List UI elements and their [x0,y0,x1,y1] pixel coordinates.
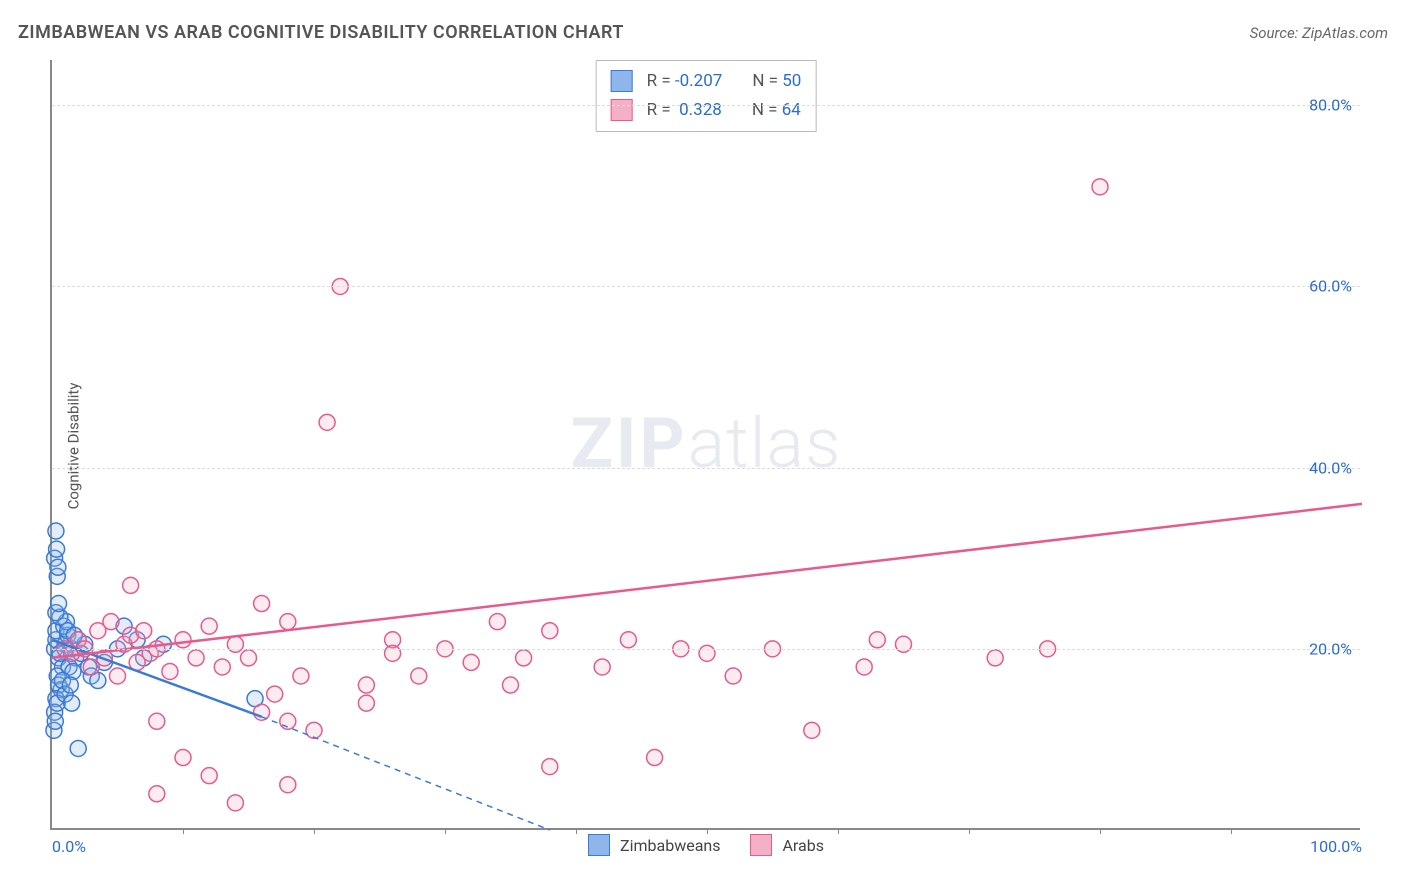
gridline-h [52,286,1360,287]
source-prefix: Source: [1250,24,1302,42]
chart-header: ZIMBABWEAN VS ARAB COGNITIVE DISABILITY … [18,22,1388,43]
scatter-point [227,636,243,652]
scatter-point [201,768,217,784]
regression-line-1 [52,504,1362,658]
scatter-point [319,414,335,430]
scatter-point [103,614,119,630]
xtick [576,828,577,834]
scatter-point [201,618,217,634]
scatter-point [542,623,558,639]
xtick [183,828,184,834]
scatter-point [856,659,872,675]
scatter-point [1092,179,1108,195]
scatter-point [463,654,479,670]
scatter-point [227,795,243,811]
scatter-point [293,668,309,684]
gridline-h [52,649,1360,650]
scatter-point [64,695,80,711]
xtick [707,828,708,834]
gridline-h [52,105,1360,106]
scatter-point [50,559,66,575]
legend-row-1: R = 0.328 N = 64 [611,96,802,125]
scatter-point [241,650,257,666]
scatter-point [699,645,715,661]
scatter-point [987,650,1003,666]
scatter-point [869,632,885,648]
scatter-point [358,695,374,711]
legend-bottom-item-1: Arabs [750,834,824,856]
legend-bottom-item-0: Zimbabweans [588,834,720,856]
scatter-point [188,650,204,666]
regression-line-0-dash [262,717,550,830]
scatter-point [896,636,912,652]
scatter-point [516,650,532,666]
scatter-point [123,577,139,593]
plot-area: ZIPatlas R = -0.207 N = 50 R = 0.328 N =… [50,60,1360,830]
scatter-point [280,713,296,729]
scatter-point [48,523,64,539]
scatter-point [149,786,165,802]
scatter-point [725,668,741,684]
legend-n-0: N = 50 [752,67,801,96]
scatter-point [214,659,230,675]
scatter-point [254,596,270,612]
scatter-point [804,722,820,738]
gridline-h [52,468,1360,469]
legend-row-0: R = -0.207 N = 50 [611,67,802,96]
ytick-label: 80.0% [1309,96,1352,115]
legend-bottom-swatch-0 [588,834,610,856]
scatter-point [162,663,178,679]
legend-r-1: R = 0.328 [647,96,722,125]
source-name: ZipAtlas.com [1302,24,1388,42]
scatter-point [62,677,78,693]
scatter-point [280,614,296,630]
scatter-point [542,759,558,775]
xtick [838,828,839,834]
legend-bottom-swatch-1 [750,834,772,856]
ytick-label: 60.0% [1309,277,1352,296]
scatter-point [175,750,191,766]
xtick [445,828,446,834]
xtick-label: 0.0% [52,837,86,856]
scatter-point [306,722,322,738]
ytick-label: 20.0% [1309,639,1352,658]
ytick-label: 40.0% [1309,458,1352,477]
legend-bottom-label-0: Zimbabweans [620,836,720,855]
scatter-point [620,632,636,648]
legend-n-1: N = 64 [752,96,801,125]
scatter-point [411,668,427,684]
legend-swatch-0 [611,70,633,92]
scatter-point [254,704,270,720]
chart-title: ZIMBABWEAN VS ARAB COGNITIVE DISABILITY … [18,22,624,43]
scatter-point [175,632,191,648]
scatter-point [49,541,65,557]
legend-swatch-1 [611,99,633,121]
scatter-point [503,677,519,693]
chart-svg [52,60,1360,828]
scatter-point [110,668,126,684]
xtick-label: 100.0% [1310,837,1362,856]
legend-bottom-label-1: Arabs [782,836,824,855]
scatter-point [594,659,610,675]
xtick [969,828,970,834]
scatter-point [647,750,663,766]
scatter-point [489,614,505,630]
scatter-point [385,645,401,661]
scatter-point [358,677,374,693]
legend-series: Zimbabweans Arabs [588,834,824,856]
scatter-point [136,623,152,639]
xtick [314,828,315,834]
source-attribution: Source: ZipAtlas.com [1250,24,1388,42]
scatter-point [51,596,67,612]
scatter-point [280,777,296,793]
legend-correlation: R = -0.207 N = 50 R = 0.328 N = 64 [596,60,817,132]
xtick [1231,828,1232,834]
scatter-point [70,740,86,756]
legend-r-0: R = -0.207 [647,67,723,96]
scatter-point [267,686,283,702]
xtick [1100,828,1101,834]
scatter-point [47,713,63,729]
scatter-point [149,713,165,729]
